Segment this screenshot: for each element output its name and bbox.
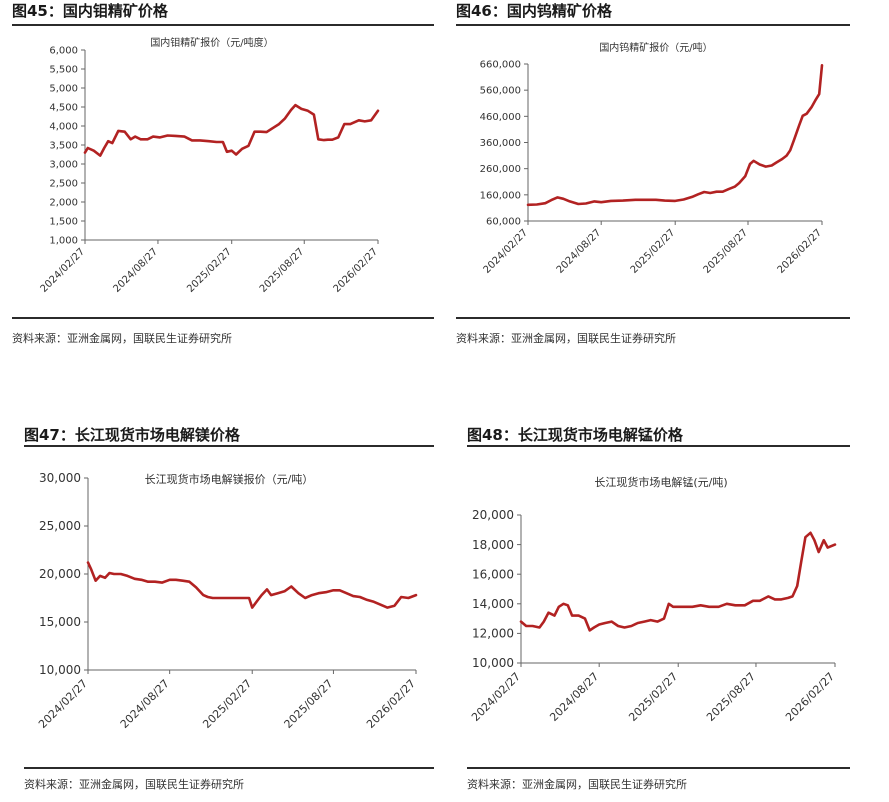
x-tick-label: 2026/02/27 [783,670,837,724]
molybdenum-price-chart: 国内钼精矿报价（元/吨度） 1,000 1,500 2,000 2,500 3,000 3,… [39,36,381,295]
series-line [519,531,837,632]
y-tick-label: 1,500 [49,217,78,228]
x-tick-label: 2026/02/27 [364,677,418,731]
source-rule [24,767,434,769]
x-tick-label: 2025/02/27 [626,670,680,724]
series-line [86,561,418,609]
x-tick-label: 2026/02/27 [776,227,825,276]
figure-panel-48: 图48：长江现货市场电解锰价格 长江现货市场电解锰(元/吨) 10,000 12,0… [467,424,850,796]
figure-title: 图47：长江现货市场电解镁价格 [24,426,240,444]
source-note: 资料来源：亚洲金属网，国联民生证券研究所 [12,332,232,345]
y-tick-label: 4,000 [49,122,78,133]
y-tick-label: 25,000 [39,519,81,533]
x-tick-label: 2025/02/27 [185,246,234,295]
chart-title: 国内钨精矿报价（元/吨） [599,41,712,54]
y-tick-label: 14,000 [472,597,514,611]
title-rule [24,445,434,447]
y-tick-label: 6,000 [49,46,78,57]
x-tick-label: 2025/08/27 [702,227,751,276]
y-tick-label: 460,000 [480,112,521,123]
x-tick-label: 2024/08/27 [118,677,172,731]
y-tick-label: 20,000 [472,508,514,522]
x-tick-label: 2024/02/27 [469,670,523,724]
chart-title: 国内钼精矿报价（元/吨度） [150,36,273,49]
figure-title: 图48：长江现货市场电解锰价格 [467,426,683,444]
source-rule [456,317,850,319]
y-tick-label: 560,000 [480,86,521,97]
manganese-price-chart: 长江现货市场电解锰(元/吨) 10,000 12,000 14,000 16,000 18… [469,475,837,724]
x-tick-label: 2026/02/27 [332,246,381,295]
x-tick-label: 2025/08/27 [704,670,758,724]
y-tick-label: 60,000 [486,217,521,228]
tungsten-price-chart: 国内钨精矿报价（元/吨） 60,000 160,000 260,000 360,000 4… [480,41,825,276]
chart-title: 长江现货市场电解锰(元/吨) [594,475,727,489]
chart-title: 长江现货市场电解镁报价（元/吨） [145,472,314,486]
source-note: 资料来源：亚洲金属网，国联民生证券研究所 [467,778,687,791]
series-line [526,64,824,207]
x-tick-label: 2024/02/27 [39,246,88,295]
title-rule [456,24,850,26]
y-tick-label: 3,500 [49,141,78,152]
y-tick-label: 16,000 [472,567,514,581]
series-line [83,103,380,157]
y-tick-label: 18,000 [472,538,514,552]
y-tick-label: 360,000 [480,138,521,149]
x-tick-label: 2025/02/27 [200,677,254,731]
y-tick-label: 3,000 [49,160,78,171]
title-rule [12,24,434,26]
x-tick-label: 2024/08/27 [555,227,604,276]
figure-title: 图45：国内钼精矿价格 [12,2,168,20]
y-tick-label: 2,500 [49,179,78,190]
y-tick-label: 260,000 [480,164,521,175]
x-tick-label: 2024/08/27 [547,670,601,724]
x-tick-label: 2025/08/27 [258,246,307,295]
y-tick-label: 30,000 [39,471,81,485]
x-tick-label: 2025/02/27 [629,227,678,276]
y-tick-label: 10,000 [472,656,514,670]
figure-title: 图46：国内钨精矿价格 [456,2,612,20]
y-tick-label: 660,000 [480,60,521,71]
figure-panel-47: 图47：长江现货市场电解镁价格 长江现货市场电解镁报价（元/吨） 10,000 15… [24,424,434,796]
figure-panel-45: 图45：国内钼精矿价格 国内钼精矿报价（元/吨度） 1,000 1,500 2,000… [12,0,434,360]
y-tick-label: 5,000 [49,84,78,95]
magnesium-price-chart: 长江现货市场电解镁报价（元/吨） 10,000 15,000 20,000 25,000… [36,471,418,731]
y-tick-label: 10,000 [39,663,81,677]
x-tick-label: 2025/08/27 [282,677,336,731]
x-tick-label: 2024/02/27 [482,227,531,276]
y-tick-label: 15,000 [39,615,81,629]
y-tick-label: 5,500 [49,65,78,76]
x-tick-label: 2024/02/27 [36,677,90,731]
y-tick-label: 1,000 [49,236,78,247]
y-tick-label: 12,000 [472,627,514,641]
title-rule [467,445,850,447]
figure-panel-46: 图46：国内钨精矿价格 国内钨精矿报价（元/吨） 60,000 160,000 260… [456,0,850,360]
source-rule [12,317,434,319]
y-tick-label: 160,000 [480,190,521,201]
x-tick-label: 2024/08/27 [112,246,161,295]
y-tick-label: 2,000 [49,198,78,209]
source-note: 资料来源：亚洲金属网，国联民生证券研究所 [24,778,244,791]
y-tick-label: 4,500 [49,103,78,114]
source-note: 资料来源：亚洲金属网，国联民生证券研究所 [456,332,676,345]
source-rule [467,767,850,769]
y-tick-label: 20,000 [39,567,81,581]
